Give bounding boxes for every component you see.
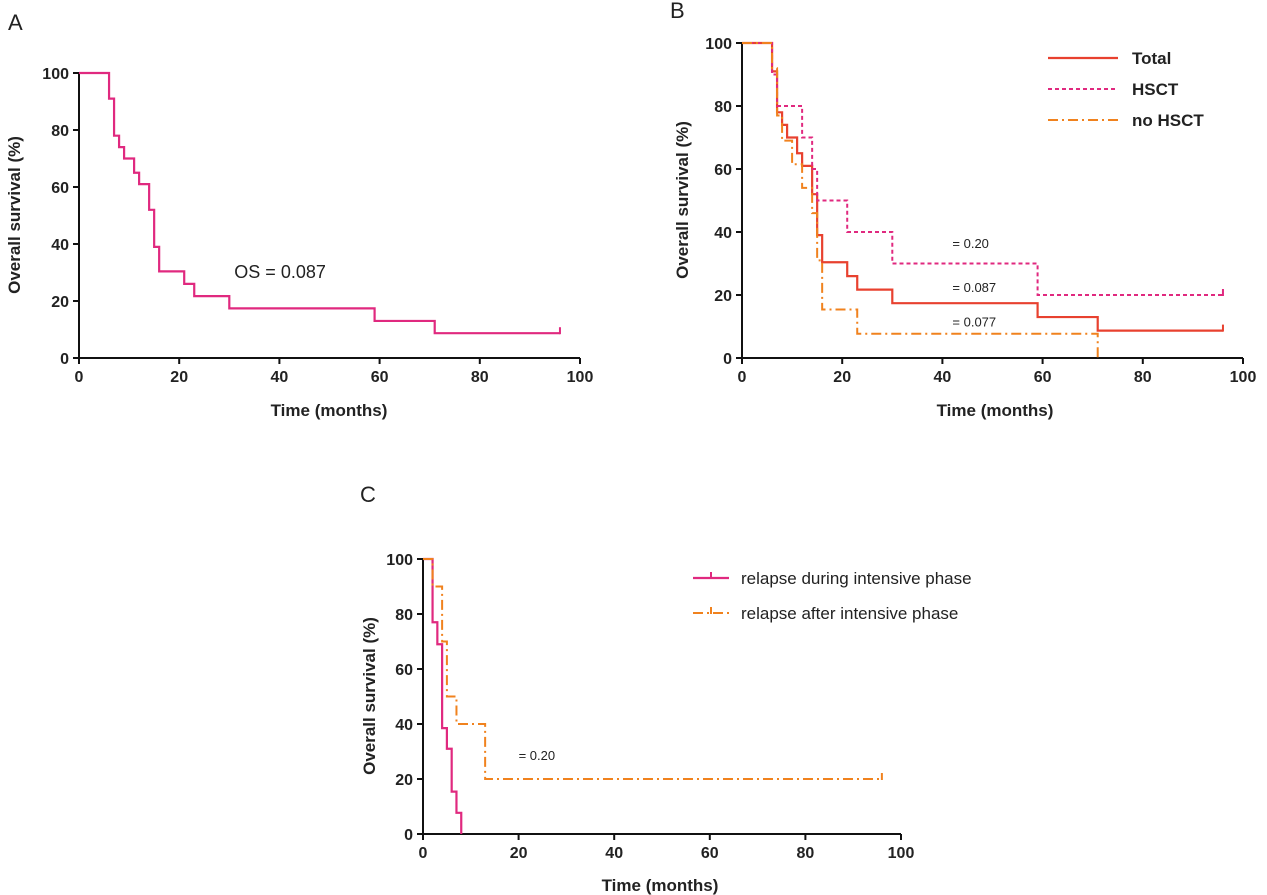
panel-b-x-tick-label: 80 bbox=[1134, 369, 1152, 386]
panel-a-y-tick-label: 60 bbox=[51, 180, 69, 197]
panel-a-y-tick-label: 80 bbox=[51, 123, 69, 140]
panel-a-series-0-line bbox=[79, 71, 560, 335]
panel-b-series-2-line bbox=[742, 42, 1099, 358]
panel-c-y-tick-label: 40 bbox=[395, 717, 413, 734]
panel-b-x-tick-label: 100 bbox=[1230, 369, 1257, 386]
panel-c-x-tick-label: 80 bbox=[797, 845, 815, 862]
panel-a: A 0 20 40 60 80 100 0 20 40 60 80 100 Time (months) Ov… bbox=[5, 10, 593, 420]
panel-c-y-tick-label: 0 bbox=[404, 827, 413, 844]
panel-c-y-tick-label: 80 bbox=[395, 607, 413, 624]
panel-c-legend-label: relapse during intensive phase bbox=[741, 569, 972, 588]
panel-b-y-axis-label: Overall survival (%) bbox=[673, 121, 692, 279]
panel-a-y-tick-label: 40 bbox=[51, 237, 69, 254]
panel-b-legend-label: HSCT bbox=[1132, 80, 1179, 99]
panel-b-y-tick-label: 60 bbox=[714, 162, 732, 179]
panel-c-legend-label: relapse after intensive phase bbox=[741, 604, 958, 623]
panel-a-letter: A bbox=[8, 10, 23, 35]
panel-b-x-tick-label: 60 bbox=[1034, 369, 1052, 386]
panel-a-x-axis-label: Time (months) bbox=[271, 401, 388, 420]
panel-a-x-tick-label: 60 bbox=[371, 369, 389, 386]
panel-b-y-tick-label: 100 bbox=[705, 36, 732, 53]
panel-c-y-tick-label: 60 bbox=[395, 662, 413, 679]
panel-c-x-axis-label: Time (months) bbox=[602, 876, 719, 895]
panel-b-legend-label: no HSCT bbox=[1132, 111, 1204, 130]
panel-a-y-tick-label: 100 bbox=[42, 66, 69, 83]
panel-a-annotation: OS = 0.087 bbox=[234, 262, 326, 282]
panel-a-x-tick-label: 0 bbox=[75, 369, 84, 386]
panel-a-x-tick-label: 40 bbox=[271, 369, 289, 386]
panel-a-y-axis-label: Overall survival (%) bbox=[5, 136, 24, 294]
panel-a-y-tick-label: 0 bbox=[60, 351, 69, 368]
panel-c-annotation: = 0.20 bbox=[519, 748, 556, 763]
panel-c-y-axis-label: Overall survival (%) bbox=[360, 617, 379, 775]
panel-c-series-1-line bbox=[423, 558, 882, 780]
panel-b-series-1-line bbox=[742, 42, 1223, 296]
panel-c-y-tick-label: 20 bbox=[395, 772, 413, 789]
panel-c-x-tick-label: 0 bbox=[419, 845, 428, 862]
panel-a-x-tick-label: 20 bbox=[170, 369, 188, 386]
panel-b-x-axis-label: Time (months) bbox=[937, 401, 1054, 420]
panel-b-legend: Total HSCT no HSCT bbox=[1048, 49, 1204, 130]
panel-b-annotation: = 0.077 bbox=[952, 315, 996, 330]
panel-b-x-tick-label: 20 bbox=[833, 369, 851, 386]
panel-c-x-tick-label: 100 bbox=[888, 845, 915, 862]
panel-b-legend-label: Total bbox=[1132, 49, 1171, 68]
panel-b-y-tick-label: 20 bbox=[714, 288, 732, 305]
panel-a-y-tick-label: 20 bbox=[51, 294, 69, 311]
panel-c-x-tick-label: 60 bbox=[701, 845, 719, 862]
panel-c-series-0-line bbox=[423, 557, 463, 834]
panel-c: C 0 20 40 60 80 100 0 20 40 60 80 100 Time (months) Ov… bbox=[360, 482, 972, 895]
panel-c-x-tick-label: 40 bbox=[605, 845, 623, 862]
panel-c-x-tick-label: 20 bbox=[510, 845, 528, 862]
panel-b-y-tick-label: 80 bbox=[714, 99, 732, 116]
panel-c-legend: relapse during intensive phase relapse af… bbox=[693, 569, 972, 623]
panel-b-y-tick-label: 0 bbox=[723, 351, 732, 368]
panel-b: B 0 20 40 60 80 100 0 20 40 60 80 100 Time (months) Ov… bbox=[670, 0, 1256, 420]
panel-b-series-0-line bbox=[742, 41, 1223, 332]
panel-c-letter: C bbox=[360, 482, 376, 507]
panel-a-x-tick-label: 100 bbox=[567, 369, 594, 386]
panel-b-annotation: = 0.20 bbox=[952, 236, 989, 251]
panel-c-y-tick-label: 100 bbox=[386, 552, 413, 569]
panel-b-y-tick-label: 40 bbox=[714, 225, 732, 242]
panel-b-letter: B bbox=[670, 0, 685, 23]
panel-b-x-tick-label: 40 bbox=[934, 369, 952, 386]
panel-a-x-tick-label: 80 bbox=[471, 369, 489, 386]
panel-b-annotation: = 0.087 bbox=[952, 280, 996, 295]
panel-b-x-tick-label: 0 bbox=[738, 369, 747, 386]
